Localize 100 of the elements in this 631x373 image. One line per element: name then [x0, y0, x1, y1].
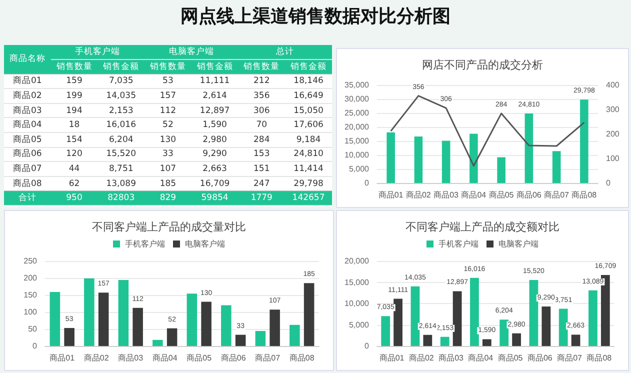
data-label: 11,111	[191, 74, 238, 89]
chart-title: 不同客户端上产品的成交量对比	[92, 220, 246, 234]
data-label: 44	[50, 162, 98, 176]
data-label: 154	[50, 132, 98, 148]
data-label: 82803	[98, 190, 145, 206]
x-tick-label: 商品04	[461, 190, 487, 200]
data-label: 6,204	[98, 132, 145, 148]
text: 总计	[238, 45, 332, 60]
bar	[304, 283, 314, 346]
data-label: 12,897	[191, 103, 238, 118]
data-label: 142657	[285, 190, 332, 206]
legend-label: 电脑客户端	[498, 240, 538, 248]
y-tick-label: 合计	[4, 190, 51, 206]
y-tick-label: 商品03	[4, 103, 51, 118]
data-label: 356	[238, 88, 286, 104]
line-series	[390, 95, 585, 167]
x-tick-label: 商品06	[516, 190, 542, 200]
data-label: 59854	[191, 190, 238, 206]
bar	[552, 151, 561, 183]
data-label: 185	[144, 176, 192, 191]
data-label: 120	[50, 147, 98, 162]
bar	[152, 340, 163, 346]
x-tick-label: 商品01	[378, 190, 404, 200]
data-label: 16,649	[285, 88, 332, 104]
y-tick-label: 商品07	[4, 162, 51, 176]
y-tick-label: 商品04	[4, 118, 51, 133]
x-tick-label: 商品04	[152, 354, 178, 362]
y2-tick-label: 100	[606, 154, 620, 163]
y-axis-title: 商品名称	[4, 45, 51, 74]
y-tick-label: 0	[364, 178, 370, 188]
y2-tick-label: 200	[606, 130, 620, 138]
x-tick-label: 商品06	[220, 354, 246, 362]
x-tick-label: 商品01	[50, 354, 76, 362]
y-tick-label: 5,000	[348, 164, 370, 174]
data-label: 157	[144, 88, 192, 104]
y-tick-label: 商品06	[4, 147, 51, 162]
bar	[423, 334, 432, 346]
data-label: 29,798	[285, 176, 332, 191]
y-tick-label: 25,000	[344, 108, 370, 118]
data-label: 16,016	[98, 118, 145, 133]
y-tick-label: 15,000	[344, 278, 370, 287]
data-label: 1,590	[191, 118, 238, 133]
y2-tick-label: 300	[606, 105, 620, 114]
data-label: 17,606	[285, 118, 332, 133]
bar	[529, 280, 538, 346]
bar	[84, 278, 94, 346]
x-tick-label: 销售金额	[191, 60, 238, 74]
x-tick-label: 商品08	[586, 354, 612, 362]
data-label: 159	[50, 74, 98, 89]
bar	[98, 292, 109, 346]
y-tick-label: 200	[24, 274, 38, 282]
y-tick-label: 10,000	[344, 150, 370, 160]
text: 手机客户端	[50, 45, 145, 60]
data-label: 112	[144, 103, 192, 118]
data-label: 7,035	[98, 74, 145, 89]
bar	[442, 140, 450, 183]
data-label: 829	[144, 190, 192, 206]
bar	[588, 290, 598, 346]
data-label: 15,050	[285, 103, 332, 118]
y-tick-label: 0	[364, 342, 370, 350]
data-label: 9,184	[285, 132, 332, 148]
y-tick-label: 20,000	[344, 256, 370, 266]
bar	[440, 336, 450, 346]
bar	[542, 306, 551, 346]
data-label: 151	[238, 162, 286, 176]
bar	[50, 292, 60, 346]
x-tick-label: 商品02	[84, 354, 110, 362]
bar	[386, 132, 395, 183]
y-tick-label: 100	[24, 308, 38, 316]
legend-label: 电脑客户端	[185, 240, 225, 248]
x-tick-label: 销售数量	[144, 60, 192, 74]
bar	[118, 280, 129, 346]
bar	[470, 134, 478, 183]
bar	[470, 278, 479, 346]
y-tick-label: 20,000	[344, 122, 370, 132]
bar	[64, 328, 74, 346]
data-label: 18,146	[285, 74, 332, 89]
bar	[235, 334, 246, 346]
bar	[221, 305, 232, 346]
data-label: 284	[238, 132, 286, 148]
x-tick-label: 商品04	[468, 354, 494, 362]
data-label: 33	[144, 147, 192, 162]
data-label: 52	[144, 118, 192, 133]
x-tick-label: 商品03	[434, 190, 460, 200]
bar	[482, 339, 492, 346]
x-tick-label: 商品05	[186, 354, 212, 362]
data-label: 153	[238, 147, 286, 162]
data-label: 9,290	[191, 147, 238, 162]
bar	[381, 316, 390, 346]
data-label: 13,089	[98, 176, 145, 191]
bar	[558, 308, 568, 346]
x-tick-label: 商品06	[527, 354, 553, 362]
y-tick-label: 50	[28, 324, 38, 334]
data-label: 2,663	[191, 162, 238, 176]
data-label: 247	[238, 176, 286, 191]
data-label: 2,980	[191, 132, 238, 148]
x-tick-label: 商品05	[498, 354, 524, 362]
bar	[132, 308, 143, 346]
y2-tick-label: 400	[606, 80, 620, 90]
bar	[452, 291, 462, 346]
